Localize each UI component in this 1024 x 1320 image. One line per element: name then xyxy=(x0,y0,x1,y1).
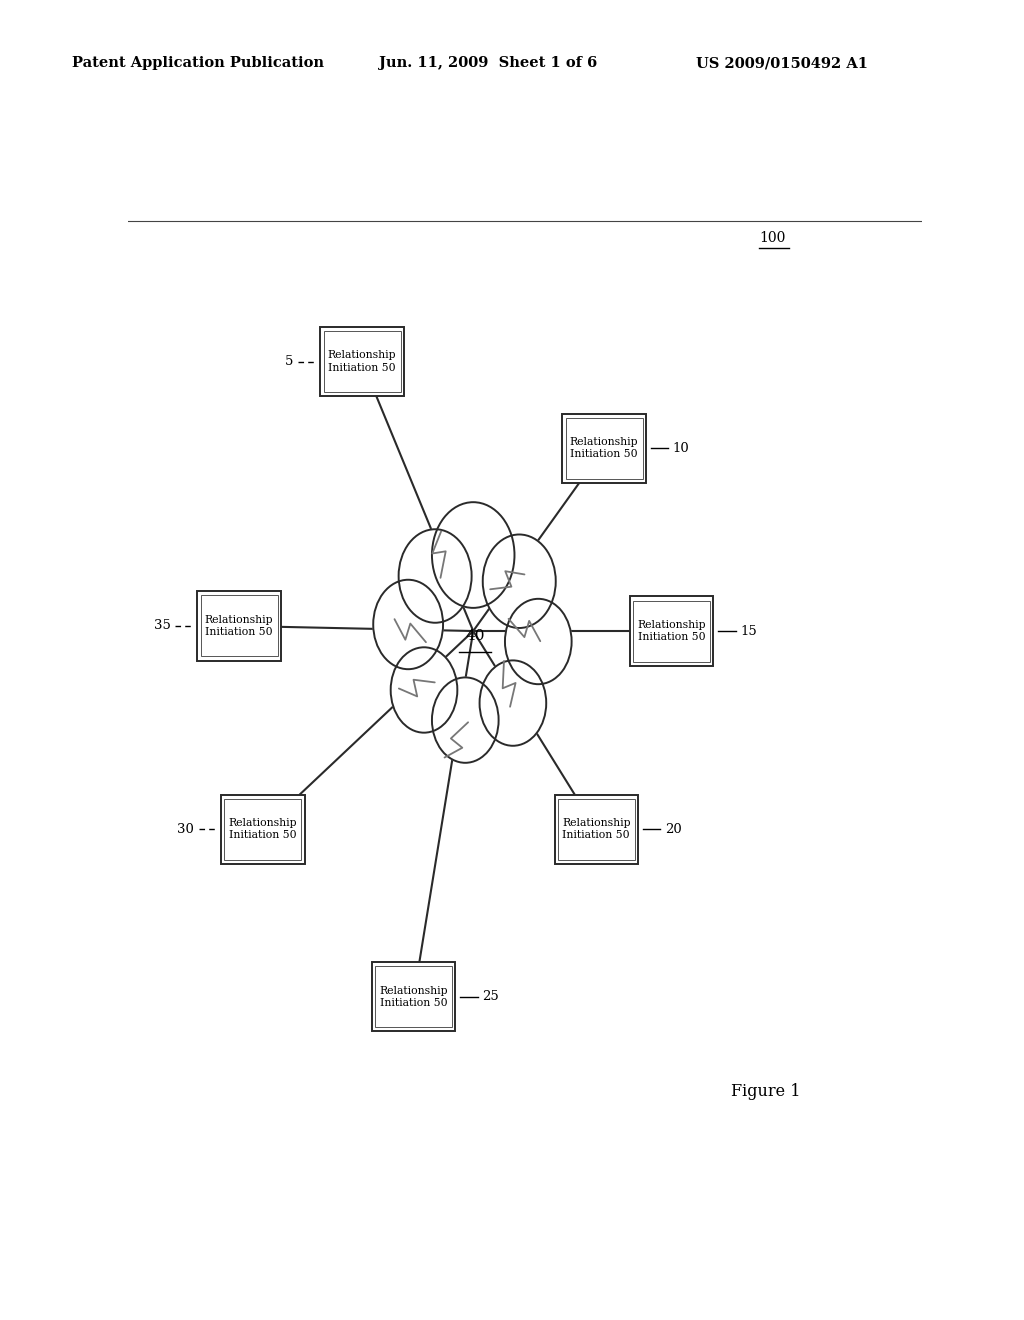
Circle shape xyxy=(479,660,546,746)
Circle shape xyxy=(373,579,443,669)
Text: Relationship
Initiation 50: Relationship Initiation 50 xyxy=(205,615,273,638)
Circle shape xyxy=(391,647,458,733)
Bar xyxy=(633,601,710,661)
Bar xyxy=(198,591,281,660)
Bar xyxy=(558,799,635,859)
Bar xyxy=(201,595,278,656)
Text: Relationship
Initiation 50: Relationship Initiation 50 xyxy=(328,351,396,372)
Bar xyxy=(565,417,643,479)
Text: Relationship
Initiation 50: Relationship Initiation 50 xyxy=(569,437,639,459)
Text: Relationship
Initiation 50: Relationship Initiation 50 xyxy=(379,986,449,1008)
Text: Relationship
Initiation 50: Relationship Initiation 50 xyxy=(562,818,631,841)
Text: Relationship
Initiation 50: Relationship Initiation 50 xyxy=(228,818,297,841)
Text: 35: 35 xyxy=(154,619,170,632)
Text: Figure 1: Figure 1 xyxy=(731,1082,801,1100)
Text: 5: 5 xyxy=(285,355,294,368)
Text: Jun. 11, 2009  Sheet 1 of 6: Jun. 11, 2009 Sheet 1 of 6 xyxy=(379,57,597,70)
Text: 40: 40 xyxy=(465,630,484,643)
Bar xyxy=(321,327,403,396)
Circle shape xyxy=(398,529,472,623)
Bar xyxy=(562,413,646,483)
Bar xyxy=(372,962,456,1031)
Circle shape xyxy=(432,677,499,763)
Bar xyxy=(630,597,714,665)
Text: 100: 100 xyxy=(759,231,785,244)
Bar xyxy=(224,799,301,859)
Circle shape xyxy=(482,535,556,628)
Text: US 2009/0150492 A1: US 2009/0150492 A1 xyxy=(696,57,868,70)
Text: 10: 10 xyxy=(673,442,689,454)
Bar xyxy=(555,795,638,863)
Text: 25: 25 xyxy=(482,990,499,1003)
Circle shape xyxy=(432,502,514,609)
Text: Patent Application Publication: Patent Application Publication xyxy=(72,57,324,70)
Bar xyxy=(221,795,304,863)
Circle shape xyxy=(505,599,571,684)
Bar xyxy=(375,966,453,1027)
Text: 15: 15 xyxy=(740,624,757,638)
Text: 20: 20 xyxy=(665,822,682,836)
Text: 30: 30 xyxy=(177,822,195,836)
Text: Relationship
Initiation 50: Relationship Initiation 50 xyxy=(637,620,706,643)
Bar xyxy=(324,331,400,392)
